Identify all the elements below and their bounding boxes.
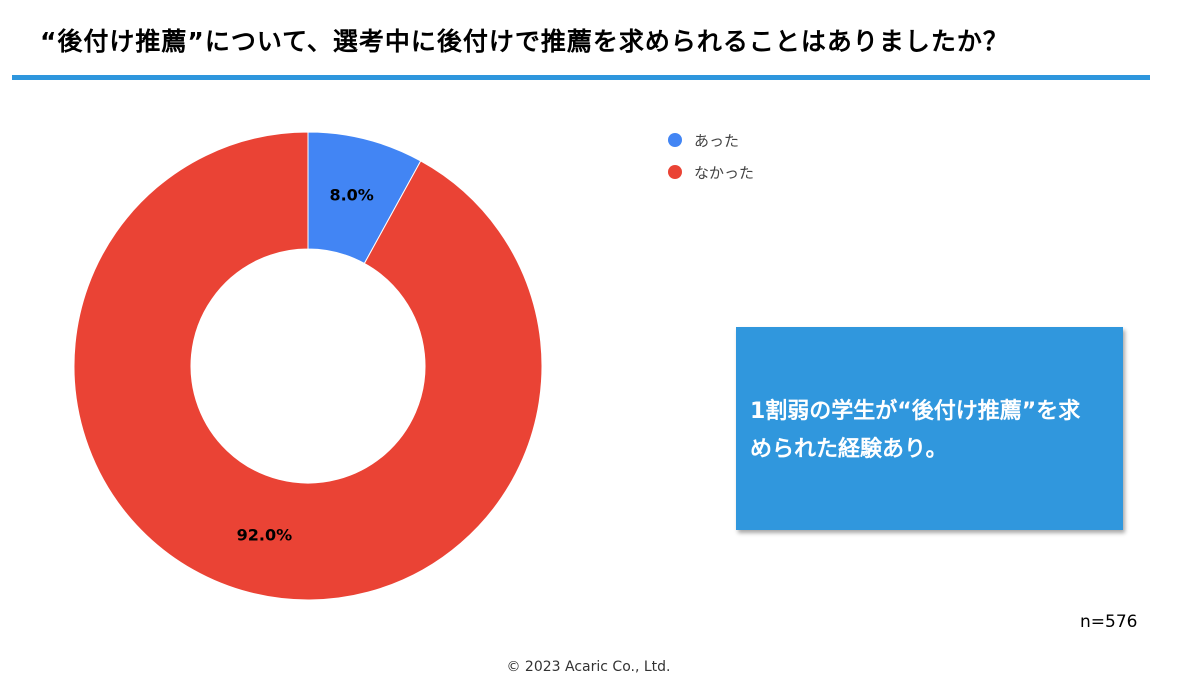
donut-slice-2 — [73, 131, 543, 601]
summary-callout: 1割弱の学生が“後付け推薦”を求められた経験あり。 — [736, 327, 1123, 530]
legend-swatch-2 — [668, 165, 682, 179]
donut-value-label-2: 92.0% — [237, 525, 293, 544]
donut-value-label-1: 8.0% — [329, 186, 373, 205]
legend-label-2: なかった — [694, 163, 755, 182]
sample-size-label: n=576 — [1080, 612, 1138, 632]
summary-callout-text: 1割弱の学生が“後付け推薦”を求められた経験あり。 — [750, 399, 1081, 462]
copyright-notice: © 2023 Acaric Co., Ltd. — [506, 659, 671, 675]
legend-item-2: なかった — [668, 162, 754, 182]
title-underline — [12, 75, 1150, 80]
page-title: “後付け推薦”について、選考中に後付けで推薦を求められることはありましたか？ — [40, 27, 1009, 56]
legend-swatch-1 — [668, 133, 682, 147]
legend-item-1: あった — [668, 130, 754, 150]
legend-label-1: あった — [694, 131, 740, 150]
chart-legend: あった なかった — [668, 130, 754, 194]
